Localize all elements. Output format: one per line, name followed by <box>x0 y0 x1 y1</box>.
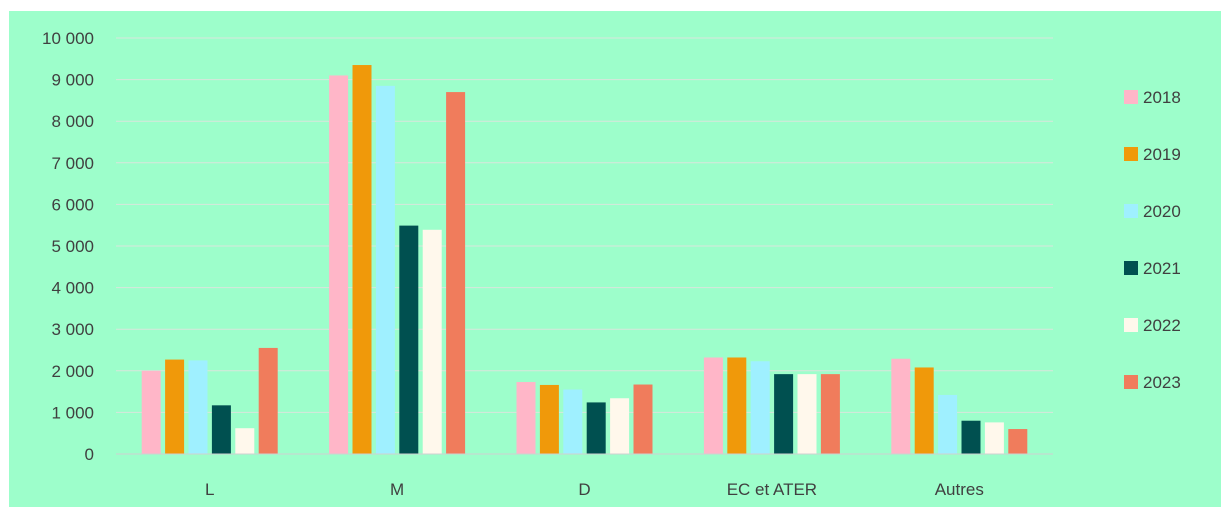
legend-swatch <box>1124 318 1138 332</box>
legend-label: 2023 <box>1143 373 1181 392</box>
legend-swatch <box>1124 90 1138 104</box>
bar-2020-d <box>563 389 583 454</box>
category-label: D <box>578 480 590 499</box>
legend-label: 2021 <box>1143 259 1181 278</box>
bar-2021-ec-et-ater <box>774 374 794 454</box>
gridlines <box>116 37 1053 413</box>
category-labels: L M D EC et ATER Autres <box>205 480 984 499</box>
y-tick-label: 9 000 <box>51 71 94 90</box>
legend-swatch <box>1124 147 1138 161</box>
y-tick-label: 6 000 <box>51 195 94 214</box>
y-tick-label: 3 000 <box>51 320 94 339</box>
bar-2023-ec-et-ater <box>820 374 840 454</box>
bar-2021-autres <box>961 420 981 454</box>
legend-label: 2018 <box>1143 88 1181 107</box>
legend-swatch <box>1124 261 1138 275</box>
bar-2018-d <box>516 382 536 454</box>
legend-label: 2019 <box>1143 145 1181 164</box>
bar-2022-autres <box>984 422 1004 454</box>
legend-label: 2020 <box>1143 202 1181 221</box>
bar-2019-autres <box>914 367 934 454</box>
bar-2022-d <box>610 398 630 454</box>
bar-2018-autres <box>891 358 911 454</box>
legend-swatch <box>1124 375 1138 389</box>
y-tick-label: 10 000 <box>42 29 94 48</box>
y-tick-label: 8 000 <box>51 112 94 131</box>
bar-2021-l <box>211 405 231 454</box>
category-label: Autres <box>935 480 984 499</box>
bar-2020-m <box>375 85 395 454</box>
bar-2018-l <box>141 370 161 454</box>
y-tick-label: 5 000 <box>51 237 94 256</box>
bar-2021-d <box>586 402 606 454</box>
y-tick-label: 0 <box>85 445 94 464</box>
bar-2023-m <box>446 92 466 454</box>
bar-2020-autres <box>938 394 958 454</box>
bar-2018-m <box>329 75 349 454</box>
bar-2020-l <box>188 360 208 454</box>
legend: 2018 2019 2020 2021 2022 2023 <box>1124 88 1181 392</box>
bar-2019-ec-et-ater <box>727 357 747 454</box>
bar-2023-autres <box>1008 429 1028 454</box>
bar-2021-m <box>399 225 419 454</box>
bar-2022-m <box>422 229 442 454</box>
bar-2023-l <box>258 347 278 454</box>
y-tick-label: 1 000 <box>51 403 94 422</box>
legend-label: 2022 <box>1143 316 1181 335</box>
y-tick-label: 4 000 <box>51 279 94 298</box>
bar-2019-l <box>165 359 185 454</box>
bar-2018-ec-et-ater <box>703 357 723 454</box>
y-axis-ticks: 0 1 000 2 000 3 000 4 000 5 000 6 000 7 000 8 00… <box>42 29 94 464</box>
bars <box>141 65 1028 454</box>
y-tick-label: 2 000 <box>51 362 94 381</box>
category-label: M <box>390 480 404 499</box>
bar-2022-ec-et-ater <box>797 374 817 454</box>
bar-2020-ec-et-ater <box>750 361 770 454</box>
y-tick-label: 7 000 <box>51 154 94 173</box>
bar-2019-m <box>352 65 372 454</box>
bar-2022-l <box>235 428 255 454</box>
category-label: EC et ATER <box>727 480 817 499</box>
bar-2019-d <box>539 384 559 454</box>
bar-chart: 0 1 000 2 000 3 000 4 000 5 000 6 000 7 000 8 00… <box>42 29 1181 499</box>
bar-2023-d <box>633 384 653 454</box>
category-label: L <box>205 480 214 499</box>
chart-frame: 0 1 000 2 000 3 000 4 000 5 000 6 000 7 000 8 00… <box>9 11 1221 507</box>
legend-swatch <box>1124 204 1138 218</box>
